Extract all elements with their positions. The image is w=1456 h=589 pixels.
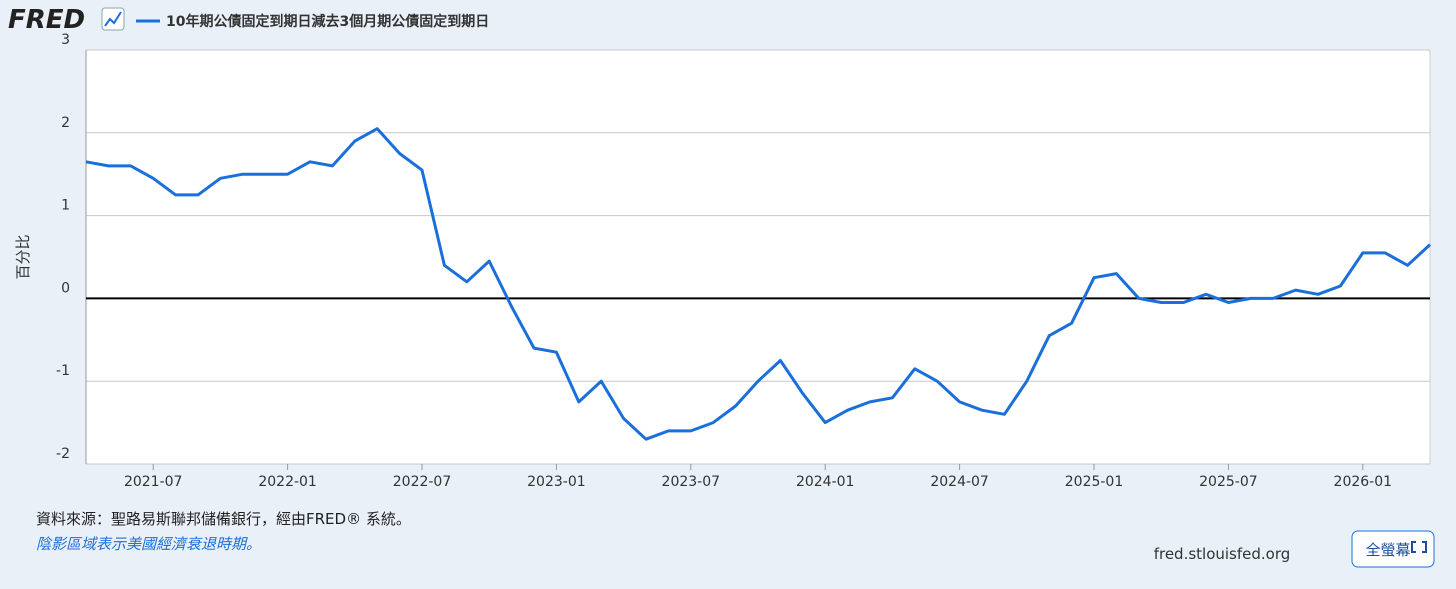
logo-icon-line	[104, 11, 122, 27]
plot-area	[86, 50, 1430, 464]
y-tick-label: -1	[56, 363, 70, 379]
fullscreen-icon[interactable]	[1411, 541, 1427, 553]
y-tick-label: 3	[61, 32, 70, 48]
y-tick-label: -2	[56, 446, 70, 462]
logo: FRED	[8, 5, 85, 35]
logo-icon	[101, 7, 125, 31]
x-tick-label: 2022-01	[258, 474, 317, 490]
y-tick-label: 2	[61, 115, 70, 131]
x-tick-label: 2025-01	[1065, 474, 1124, 490]
recession-note: 陰影區域表示美國經濟衰退時期。	[36, 535, 261, 553]
y-axis-label: 百分比	[14, 234, 32, 279]
data-line	[85, 127, 1432, 441]
x-tick-label: 2024-07	[930, 474, 989, 490]
site-link[interactable]: fred.stlouisfed.org	[1154, 545, 1291, 563]
x-tick-label: 2025-07	[1199, 474, 1258, 490]
legend-label: 10年期公債固定到期日減去3個月期公債固定到期日	[166, 13, 489, 30]
x-tick-label: 2026-01	[1334, 474, 1393, 490]
x-tick-label: 2022-07	[393, 474, 452, 490]
fullscreen-label[interactable]: 全螢幕	[1365, 541, 1410, 559]
x-tick-label: 2023-01	[527, 474, 586, 490]
x-tick-label: 2024-01	[796, 474, 855, 490]
y-tick-label: 1	[61, 198, 70, 214]
x-tick-label: 2023-07	[662, 474, 721, 490]
source: 資料來源：聖路易斯聯邦儲備銀行，經由FRED® 系統。	[36, 510, 411, 528]
fullscreen-button[interactable]	[1351, 530, 1435, 568]
x-tick-label: 2021-07	[124, 474, 183, 490]
y-tick-label: 0	[61, 280, 70, 296]
